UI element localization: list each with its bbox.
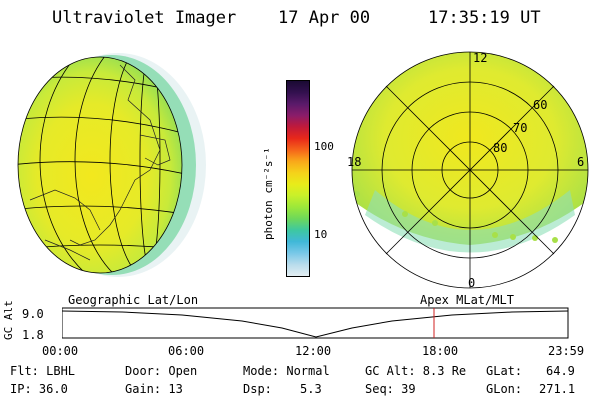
data-points: [354, 191, 558, 243]
geographic-map: [17, 53, 206, 277]
altitude-curve: [62, 310, 569, 338]
x-tick-2359: 23:59: [548, 344, 585, 358]
lat-label-70: 70: [513, 121, 527, 135]
door-status: Door: Open: [125, 364, 198, 378]
time-label: 17:35:19 UT: [428, 8, 541, 28]
mlt-label-0: 0: [468, 276, 475, 290]
coastlines: [29, 64, 171, 261]
colorbar-unit-label: photon cm⁻²s⁻¹: [262, 147, 275, 240]
altitude-y-top: 9.0: [22, 307, 44, 321]
gain-status: Gain: 13: [125, 382, 183, 396]
gc-alt-status: GC Alt: 8.3 Re: [365, 364, 467, 378]
dsp-label: Dsp:: [243, 382, 272, 396]
date-label: 17 Apr 00: [278, 8, 371, 28]
glat-value: 64.9: [546, 364, 575, 378]
glon-label: GLon:: [486, 382, 523, 396]
mode-status: Mode: Normal: [243, 364, 330, 378]
ip-status: IP: 36.0: [10, 382, 68, 396]
mlt-label-6: 6: [577, 155, 584, 169]
colorbar-tick-10: 10: [314, 228, 328, 241]
x-tick-0000: 00:00: [42, 344, 79, 358]
x-tick-1800: 18:00: [422, 344, 459, 358]
lat-label-80: 80: [493, 141, 507, 155]
mlt-label-18: 18: [347, 155, 361, 169]
x-tick-0600: 06:00: [168, 344, 205, 358]
x-tick-1200: 12:00: [295, 344, 332, 358]
filter-status: Flt: LBHL: [10, 364, 76, 378]
altitude-axis-label: GC Alt: [2, 300, 15, 340]
colorbar-tick-100: 100: [314, 140, 334, 153]
instrument-title: Ultraviolet Imager: [52, 8, 237, 28]
altitude-y-bottom: 1.8: [22, 328, 44, 342]
lat-label-60: 60: [533, 98, 547, 112]
seq-status: Seq: 39: [365, 382, 416, 396]
dsp-value: 5.3: [300, 382, 322, 396]
apex-panel-label: Apex MLat/MLT: [420, 293, 514, 307]
mlt-label-12: 12: [473, 51, 487, 65]
geographic-panel-label: Geographic Lat/Lon: [68, 293, 199, 307]
colorbar: [286, 80, 310, 277]
polar-grid: [351, 51, 589, 289]
altitude-plot: [62, 307, 569, 339]
polar-map: 12 18 6 0 60 70 80: [347, 51, 589, 290]
glon-value: 271.1: [539, 382, 576, 396]
glat-label: GLat:: [486, 364, 523, 378]
